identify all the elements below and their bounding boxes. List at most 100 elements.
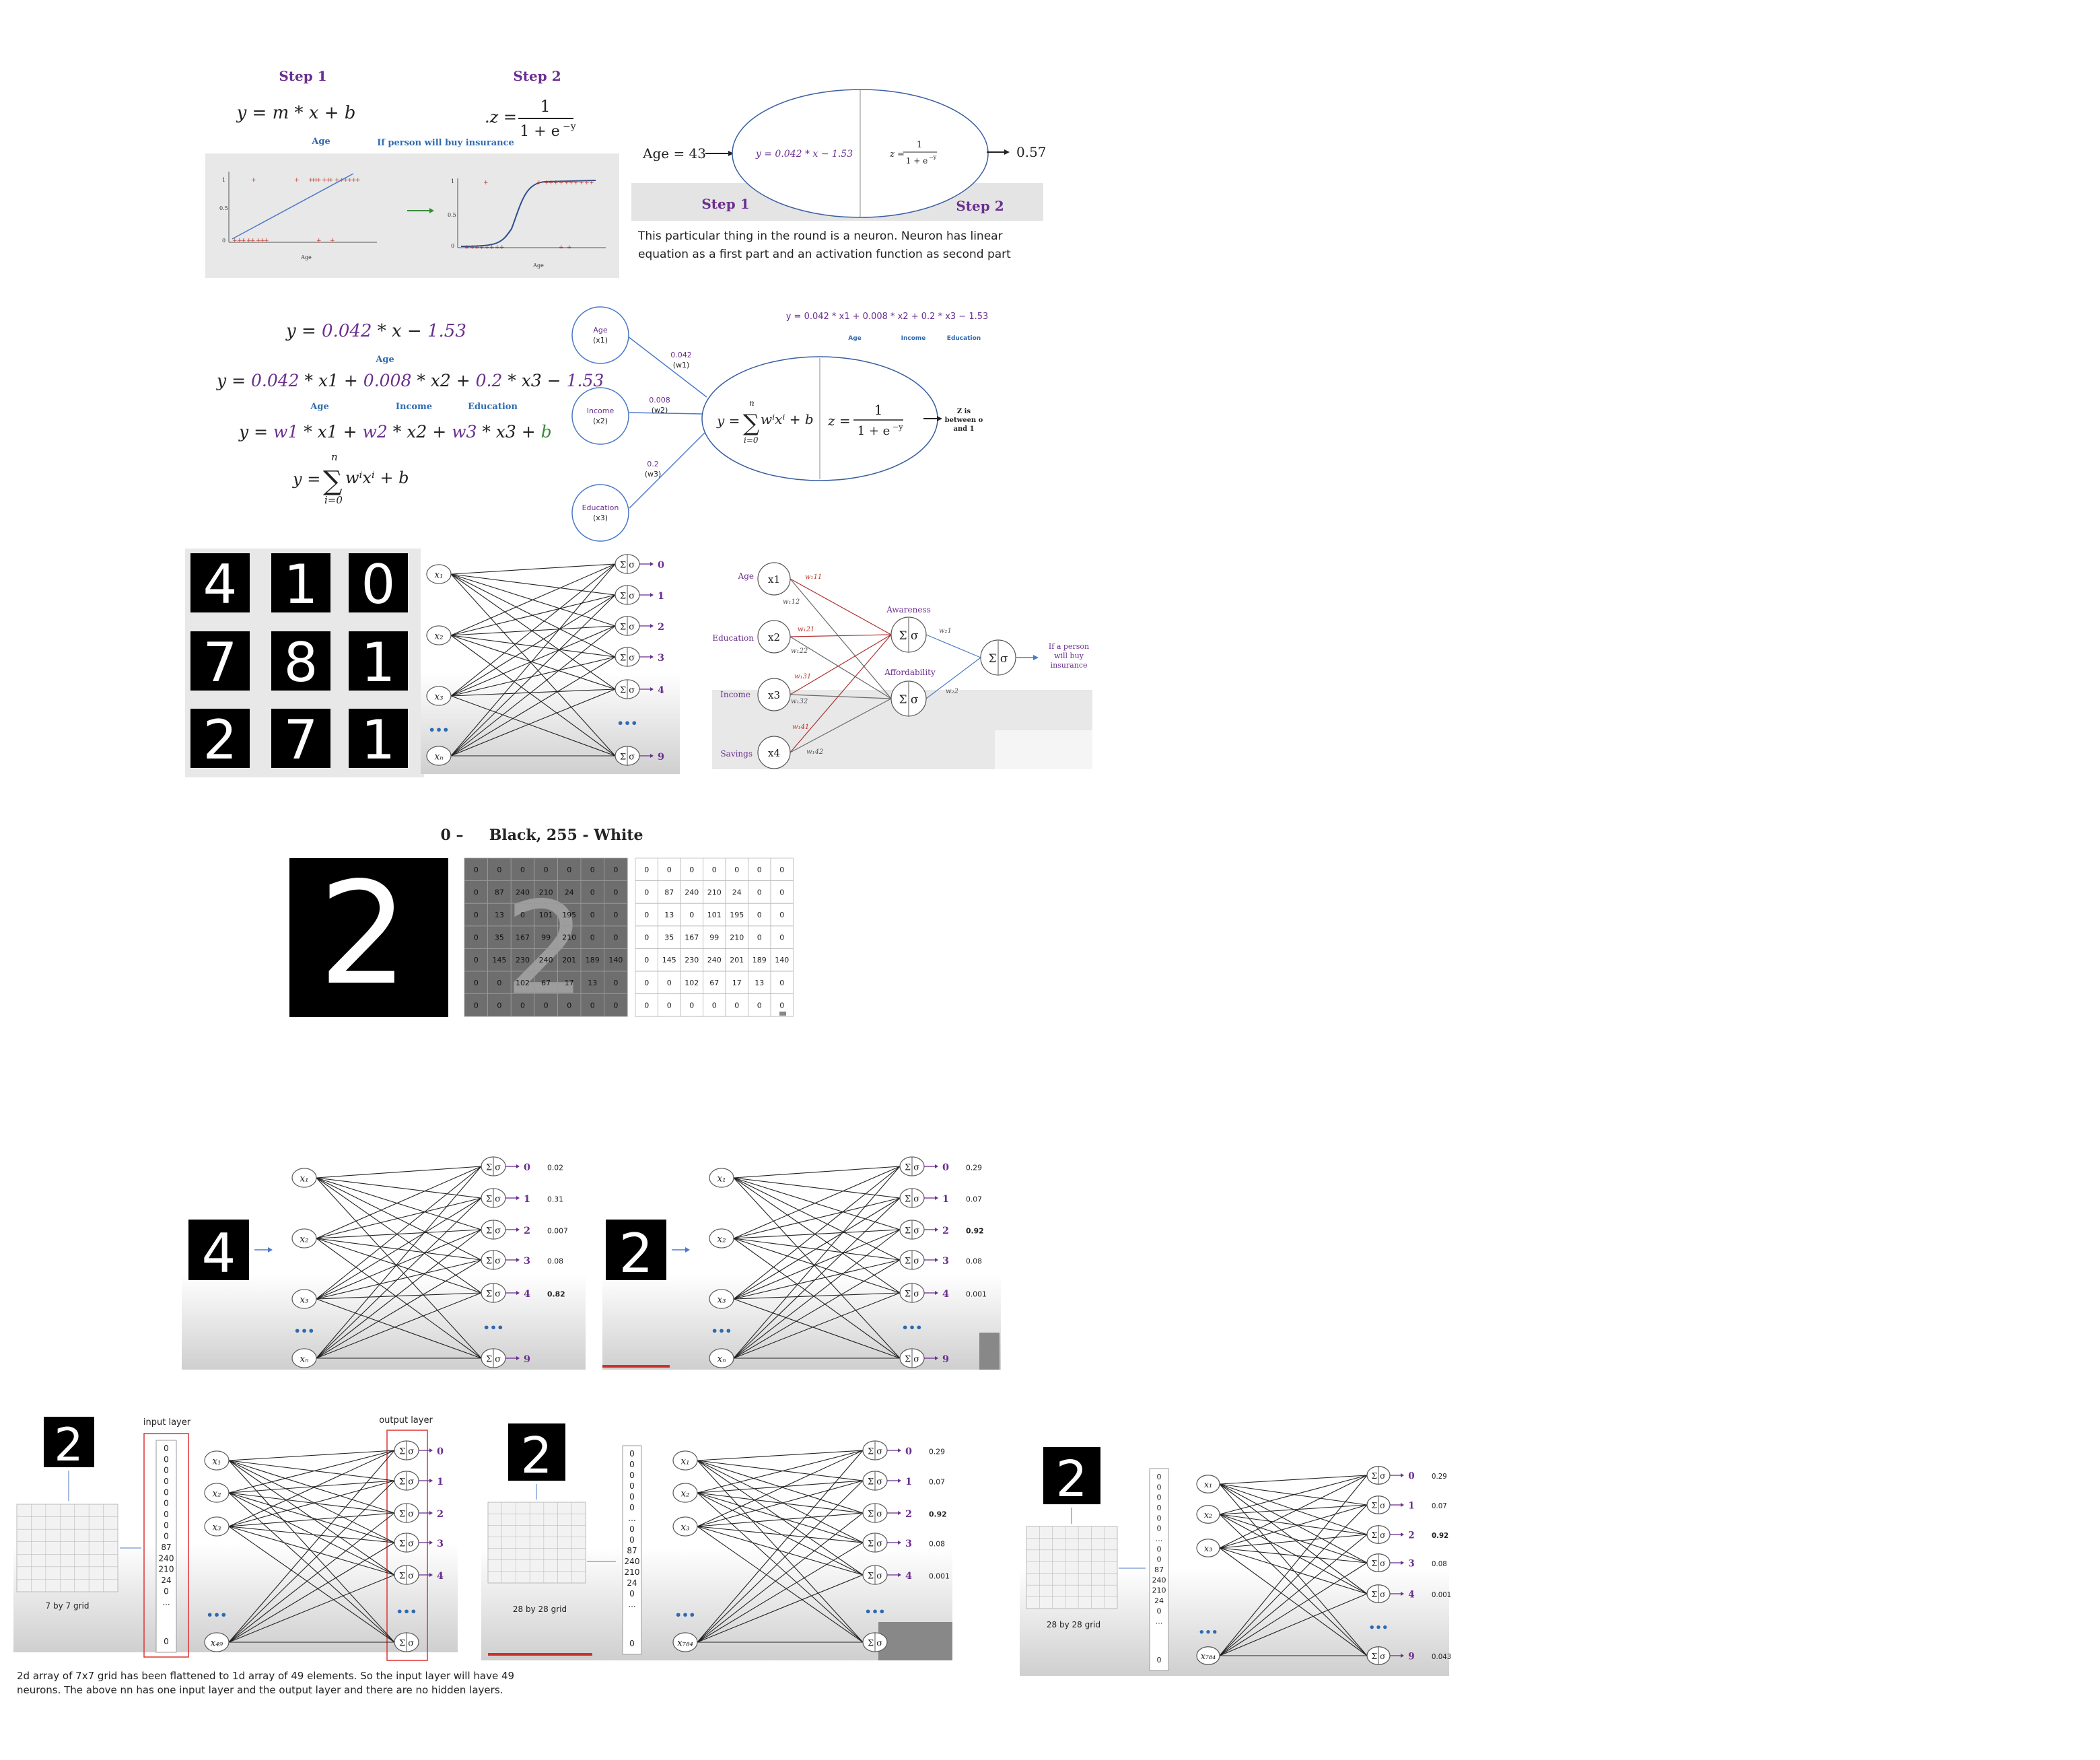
weight-w3-label: (w3): [645, 470, 662, 479]
output-neuron-label: Σ σ: [399, 1477, 414, 1487]
digit-tile: [349, 553, 408, 612]
weight-w3-value: 0.2: [647, 460, 659, 468]
equation-2: y = 0.042 * x1 + 0.008 * x2 + 0.2 * x3 −…: [216, 371, 604, 390]
output-ellipsis: •••: [901, 1321, 922, 1334]
pixel-value: 0: [590, 1001, 595, 1010]
sigmoid-plot: 1 0.5 0 Age + + + + + + + + + + + ++ + + + + + + + + +: [448, 178, 606, 269]
pixel-value: 0: [779, 1001, 784, 1010]
vector-value: 210: [159, 1565, 174, 1574]
pixel-value: 0: [734, 1001, 739, 1010]
output-class-label: 1: [1408, 1500, 1414, 1511]
output-class-label: 4: [437, 1570, 444, 1582]
pixel-value: 0: [474, 866, 479, 874]
input-node-label: x₂: [680, 1488, 689, 1499]
neuron1-exp: −y: [929, 154, 937, 160]
digit-glyph: 2: [203, 709, 238, 771]
data-point: +: [569, 180, 574, 186]
neuron2-exp: −y: [893, 423, 903, 431]
output-class-label: 2: [437, 1508, 444, 1520]
input-x3: [757, 678, 791, 711]
linear-equation: y = m * x + b: [236, 103, 356, 123]
pixel-value: 0: [779, 934, 784, 942]
pixel-value: 210: [562, 934, 576, 942]
pixel-value: 13: [588, 979, 597, 987]
nn-flatten-28x28-b: x₁ x₂ x₃ ••• x₇₈₄ Σ σ 0 0.29 Σ σ 1 0.07 Σ σ 2 0.92 Σ σ…: [1196, 1466, 1451, 1665]
input-layer-highlight: [143, 1433, 189, 1658]
output-class-label: 9: [1408, 1651, 1414, 1662]
pixel-value: 240: [685, 888, 699, 896]
w41: w₁41: [792, 724, 809, 731]
neuron2-i0: i=0: [744, 435, 759, 445]
vector-value: 0: [164, 1637, 169, 1646]
pixel-value: 240: [707, 956, 722, 964]
output-probability: 0.92: [1432, 1533, 1448, 1540]
data-point: +: [308, 177, 314, 184]
output-neuron-label: Σ σ: [868, 1539, 882, 1549]
digit-tile: [271, 553, 330, 612]
pixel-value: 189: [753, 956, 767, 964]
grid-label: 28 by 28 grid: [1047, 1620, 1100, 1629]
pixel-value: 145: [662, 956, 676, 964]
digit-glyph: 8: [284, 631, 318, 694]
w31: w₁31: [794, 673, 811, 680]
awareness-label: Awareness: [886, 605, 931, 614]
data-point: +: [316, 238, 322, 244]
input-node-label: x₃: [212, 1522, 221, 1533]
pixel-value: 0: [757, 888, 762, 896]
input-node-label: x₂: [434, 631, 443, 641]
nn-flatten-7x7: x₁ x₂ x₃ ••• x₄₉ Σ σ 0 Σ σ 1 Σ σ 2 Σ σ 3 Σ σ 4 ••• Σ σ: [204, 1440, 444, 1652]
data-point: +: [351, 177, 357, 184]
input-node: [1196, 1539, 1220, 1557]
output-probability: 0.31: [547, 1195, 563, 1203]
input-node-label: x₂: [1204, 1510, 1212, 1520]
output-neuron-label: Σ σ: [905, 1194, 919, 1204]
ytick: 0: [451, 243, 454, 249]
affordability-label: Affordability: [884, 668, 936, 677]
output-class-label: 0: [437, 1446, 444, 1457]
vector-value: 0: [1157, 1483, 1162, 1491]
input-node: [426, 686, 452, 706]
vector-value: 87: [161, 1543, 171, 1552]
pixel-value: 0: [613, 979, 618, 987]
ytick: 0.5: [219, 205, 228, 211]
pixel-value: 0: [613, 934, 618, 942]
output-probability: 0.08: [547, 1257, 563, 1265]
input-node-label: x₁: [434, 569, 443, 580]
input-node-label: x₃: [717, 1294, 726, 1305]
vector-value: 87: [1154, 1565, 1164, 1574]
data-point: +: [316, 177, 322, 184]
pixel-value: 0: [689, 911, 694, 919]
sum-symbol: ∑: [323, 466, 343, 497]
output-probability: 0.001: [1432, 1592, 1451, 1599]
data-point: +: [241, 238, 246, 244]
pixel-value: 99: [709, 934, 719, 942]
sum-upper: n: [331, 451, 338, 463]
data-point: +: [573, 180, 579, 186]
input-node-label: x₂: [717, 1234, 726, 1244]
output-probability: 0.07: [966, 1195, 982, 1203]
output-class-label: 0: [905, 1446, 912, 1457]
output-neuron-label: Σ σ: [988, 652, 1008, 666]
nn-flatten-28x28-a: x₁ x₂ x₃ ••• x₇₈₄ Σ σ 0 0.29 Σ σ 1 0.07 Σ σ 2 0.92 Σ σ…: [672, 1440, 950, 1652]
output-neuron-label: Σ σ: [905, 1226, 919, 1236]
input-node-label: x₁: [212, 1456, 221, 1467]
output-probability: 0.001: [966, 1290, 987, 1298]
neuron2-y: y =: [716, 413, 740, 429]
vector-value: 0: [1157, 1524, 1162, 1533]
data-point: +: [489, 244, 495, 251]
data-point: +: [499, 244, 505, 251]
pixel-value: 13: [664, 911, 674, 919]
output-class-label: 3: [1408, 1558, 1414, 1569]
neuron1-description-line1: This particular thing in the round is a …: [637, 230, 1003, 243]
output-neuron-label: Σ σ: [868, 1446, 882, 1456]
pixel-value: 0: [644, 934, 649, 942]
data-point: +: [347, 177, 353, 184]
x-axis-label: Age: [532, 262, 544, 269]
vector-value: 0: [1157, 1656, 1162, 1664]
input-node: [426, 625, 452, 645]
output-neuron-label: Σ σ: [486, 1226, 501, 1236]
flatten-description-2: neurons. The above nn has one input laye…: [17, 1684, 503, 1696]
weight-w1-label: (w1): [673, 361, 690, 369]
